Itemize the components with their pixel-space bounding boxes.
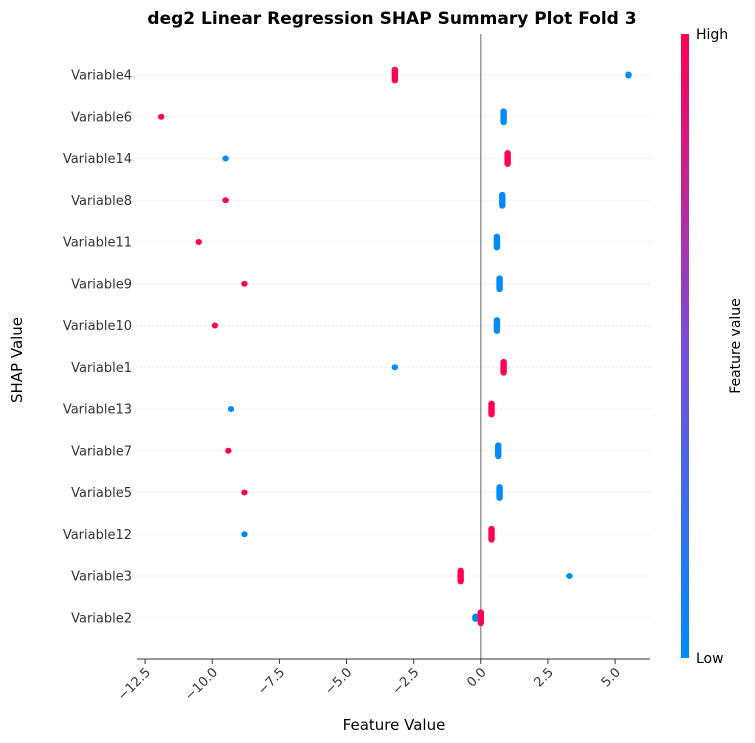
data-point (241, 280, 248, 287)
y-tick-label: Variable3 (71, 570, 132, 585)
data-point (625, 71, 632, 79)
x-tick-label: −10.0 (182, 665, 221, 704)
data-point (157, 113, 165, 120)
data-point (211, 322, 219, 329)
y-tick-label: Variable4 (71, 69, 132, 84)
data-point (500, 108, 507, 126)
data-point (222, 197, 229, 204)
y-tick-label: Variable9 (71, 277, 132, 292)
data-point (391, 364, 399, 371)
y-tick-label: Variable7 (71, 444, 132, 459)
data-point (493, 317, 501, 334)
data-point (241, 489, 248, 496)
data-point (241, 531, 248, 538)
colorbar-title: Feature value (728, 298, 744, 394)
y-tick-label: Variable12 (63, 528, 132, 543)
data-point (499, 191, 506, 209)
data-point (496, 484, 503, 501)
x-tick-label: 2.5 (532, 665, 557, 690)
data-point (566, 573, 573, 579)
y-tick-label: Variable8 (71, 194, 132, 209)
data-point (222, 155, 229, 162)
y-tick-label: Variable1 (71, 361, 132, 376)
data-point (225, 447, 232, 454)
data-point (496, 275, 503, 293)
x-tick-label: −5.0 (322, 665, 355, 698)
data-point (195, 239, 202, 245)
colorbar-low-label: Low (696, 651, 724, 667)
x-tick-label: 5.0 (599, 665, 624, 690)
y-tick-label: Variable14 (63, 152, 132, 167)
y-tick-label: Variable5 (71, 486, 132, 501)
data-point (495, 442, 502, 460)
colorbar-high-label: High (696, 27, 728, 43)
x-tick-label: −12.5 (115, 665, 154, 704)
data-points (157, 66, 632, 627)
x-axis-label: Feature Value (343, 716, 446, 734)
data-point (227, 406, 235, 412)
x-tick-label: 0.0 (464, 665, 489, 690)
data-point (500, 358, 507, 376)
y-tick-label: Variable11 (63, 236, 132, 251)
colorbar (681, 34, 689, 658)
x-tick-label: −7.5 (255, 665, 288, 698)
data-point (493, 233, 501, 251)
data-point (457, 567, 464, 585)
data-point (504, 150, 511, 167)
chart-title: deg2 Linear Regression SHAP Summary Plot… (147, 9, 636, 29)
x-ticks: −12.5 −10.0 −7.5 −5.0 −2.5 0.0 2.5 5.0 (115, 659, 624, 704)
x-tick-label: −2.5 (390, 665, 423, 698)
data-point (488, 525, 495, 543)
y-tick-label: Variable10 (63, 319, 132, 334)
data-point (477, 609, 484, 627)
y-tick-label: Variable6 (71, 110, 132, 125)
y-tick-label: Variable13 (63, 403, 132, 418)
y-axis-label: SHAP Value (8, 317, 26, 403)
y-tick-label: Variable2 (71, 611, 132, 626)
y-tick-labels: Variable4 Variable6 Variable14 Variable8 Var… (63, 69, 132, 627)
data-point (391, 66, 399, 84)
row-gridlines (137, 74, 650, 619)
data-point (488, 400, 495, 418)
data-point (472, 613, 479, 622)
